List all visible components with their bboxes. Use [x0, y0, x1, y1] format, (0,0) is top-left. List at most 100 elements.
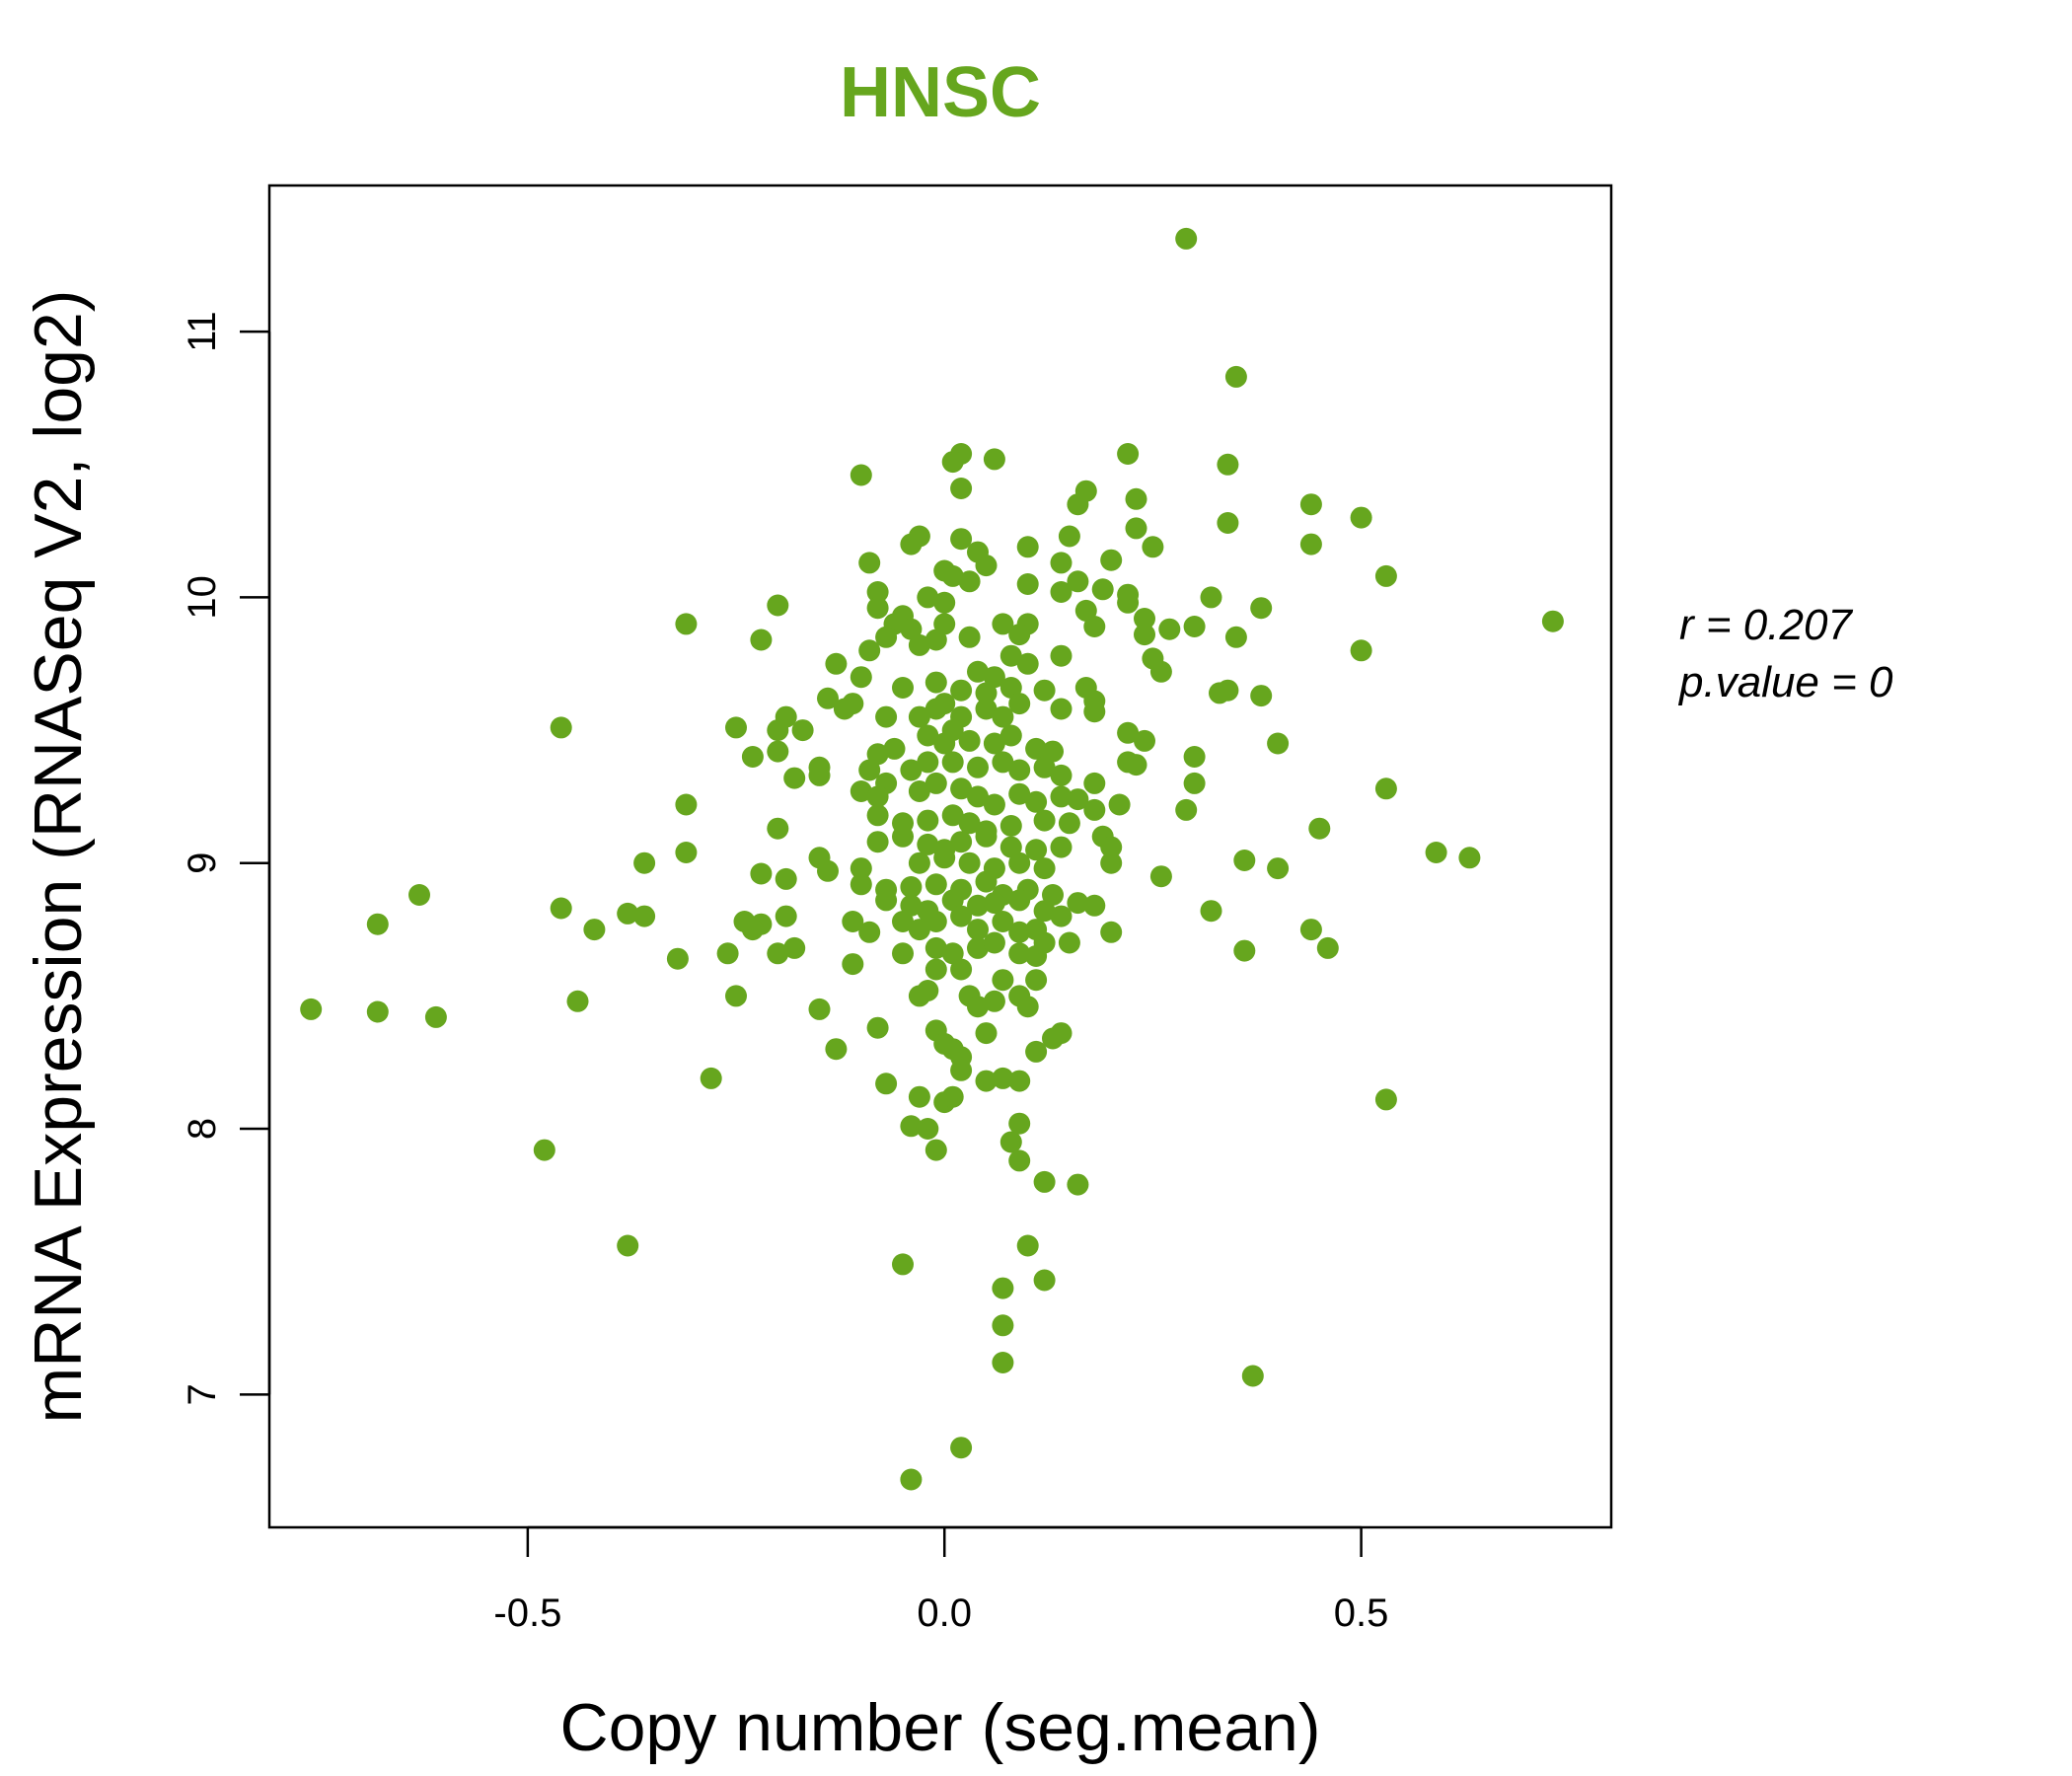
data-point	[1025, 737, 1048, 760]
data-point	[533, 1139, 555, 1161]
data-point	[950, 777, 973, 800]
data-point	[983, 931, 1005, 954]
data-point	[1050, 552, 1073, 574]
data-point	[1241, 1365, 1264, 1387]
data-point	[941, 942, 964, 965]
data-point	[1008, 759, 1031, 781]
data-point	[1016, 1234, 1039, 1257]
data-point	[900, 759, 923, 781]
data-point	[424, 1005, 447, 1028]
data-point	[992, 1352, 1014, 1373]
data-point	[767, 740, 789, 763]
data-point	[999, 1131, 1022, 1153]
data-point	[1267, 857, 1290, 880]
data-point	[1125, 517, 1147, 540]
data-point	[950, 1059, 973, 1081]
data-point	[1299, 493, 1322, 516]
data-point	[950, 528, 973, 551]
data-point	[1224, 365, 1247, 388]
data-point	[1016, 652, 1039, 675]
data-point	[917, 833, 939, 855]
x-tick-label: 0.0	[917, 1591, 972, 1635]
data-point	[1100, 549, 1123, 571]
data-point	[992, 911, 1014, 932]
data-point	[1149, 865, 1172, 888]
data-point	[900, 618, 923, 640]
data-point	[875, 626, 898, 648]
data-point	[950, 958, 973, 981]
data-point	[999, 815, 1022, 837]
data-point	[566, 990, 589, 1012]
data-point	[791, 719, 814, 742]
data-point	[975, 870, 998, 893]
data-point	[958, 626, 981, 648]
data-point	[925, 936, 947, 959]
data-point	[917, 1118, 939, 1140]
data-point	[1267, 732, 1290, 755]
data-point	[875, 1073, 898, 1095]
y-tick-label: 10	[181, 575, 224, 620]
data-point	[958, 570, 981, 593]
data-point	[1217, 453, 1239, 476]
data-point	[975, 1070, 998, 1092]
data-point	[1008, 1149, 1031, 1172]
data-point	[925, 671, 947, 694]
data-point	[858, 759, 881, 781]
data-point	[850, 873, 872, 896]
data-point	[1350, 506, 1372, 529]
data-point	[1033, 931, 1056, 954]
data-point	[892, 825, 914, 848]
data-point	[892, 1253, 914, 1276]
data-point	[933, 613, 956, 635]
data-point	[975, 698, 998, 720]
data-point	[983, 990, 1005, 1012]
data-point	[783, 936, 806, 959]
data-point	[750, 862, 773, 885]
points-layer	[300, 227, 1564, 1491]
data-point	[1108, 793, 1131, 816]
data-point	[1050, 836, 1073, 858]
data-point	[675, 613, 698, 635]
data-point	[1050, 785, 1073, 808]
data-point	[767, 817, 789, 840]
data-point	[583, 919, 606, 941]
data-point	[917, 751, 939, 774]
data-point	[408, 884, 430, 906]
data-point	[1374, 1088, 1397, 1111]
data-point	[975, 825, 998, 848]
data-point	[1033, 809, 1056, 832]
data-point	[1008, 1112, 1031, 1135]
data-point	[900, 894, 923, 917]
data-point	[933, 591, 956, 614]
data-point	[917, 809, 939, 832]
data-point	[366, 913, 389, 935]
data-point	[1183, 616, 1206, 637]
data-point	[917, 586, 939, 609]
data-point	[1374, 777, 1397, 800]
data-point	[999, 724, 1022, 747]
data-point	[992, 1277, 1014, 1299]
data-point	[1008, 942, 1031, 965]
data-point	[967, 660, 989, 683]
data-point	[866, 804, 889, 827]
data-point	[817, 859, 839, 882]
data-point	[908, 1085, 930, 1108]
data-point	[825, 1038, 848, 1061]
data-point	[1316, 936, 1339, 959]
data-point	[817, 687, 839, 709]
data-point	[1016, 536, 1039, 558]
data-point	[866, 597, 889, 620]
data-point	[1050, 644, 1073, 667]
data-point	[1033, 857, 1056, 880]
data-point	[967, 919, 989, 941]
data-point	[933, 847, 956, 869]
data-point	[1083, 772, 1106, 794]
data-point	[1308, 817, 1331, 840]
data-point	[866, 785, 889, 808]
data-point	[1125, 754, 1147, 777]
data-point	[992, 1314, 1014, 1337]
data-point	[941, 751, 964, 774]
data-point	[992, 969, 1014, 992]
data-point	[958, 851, 981, 874]
x-tick-label: 0.5	[1334, 1591, 1389, 1635]
